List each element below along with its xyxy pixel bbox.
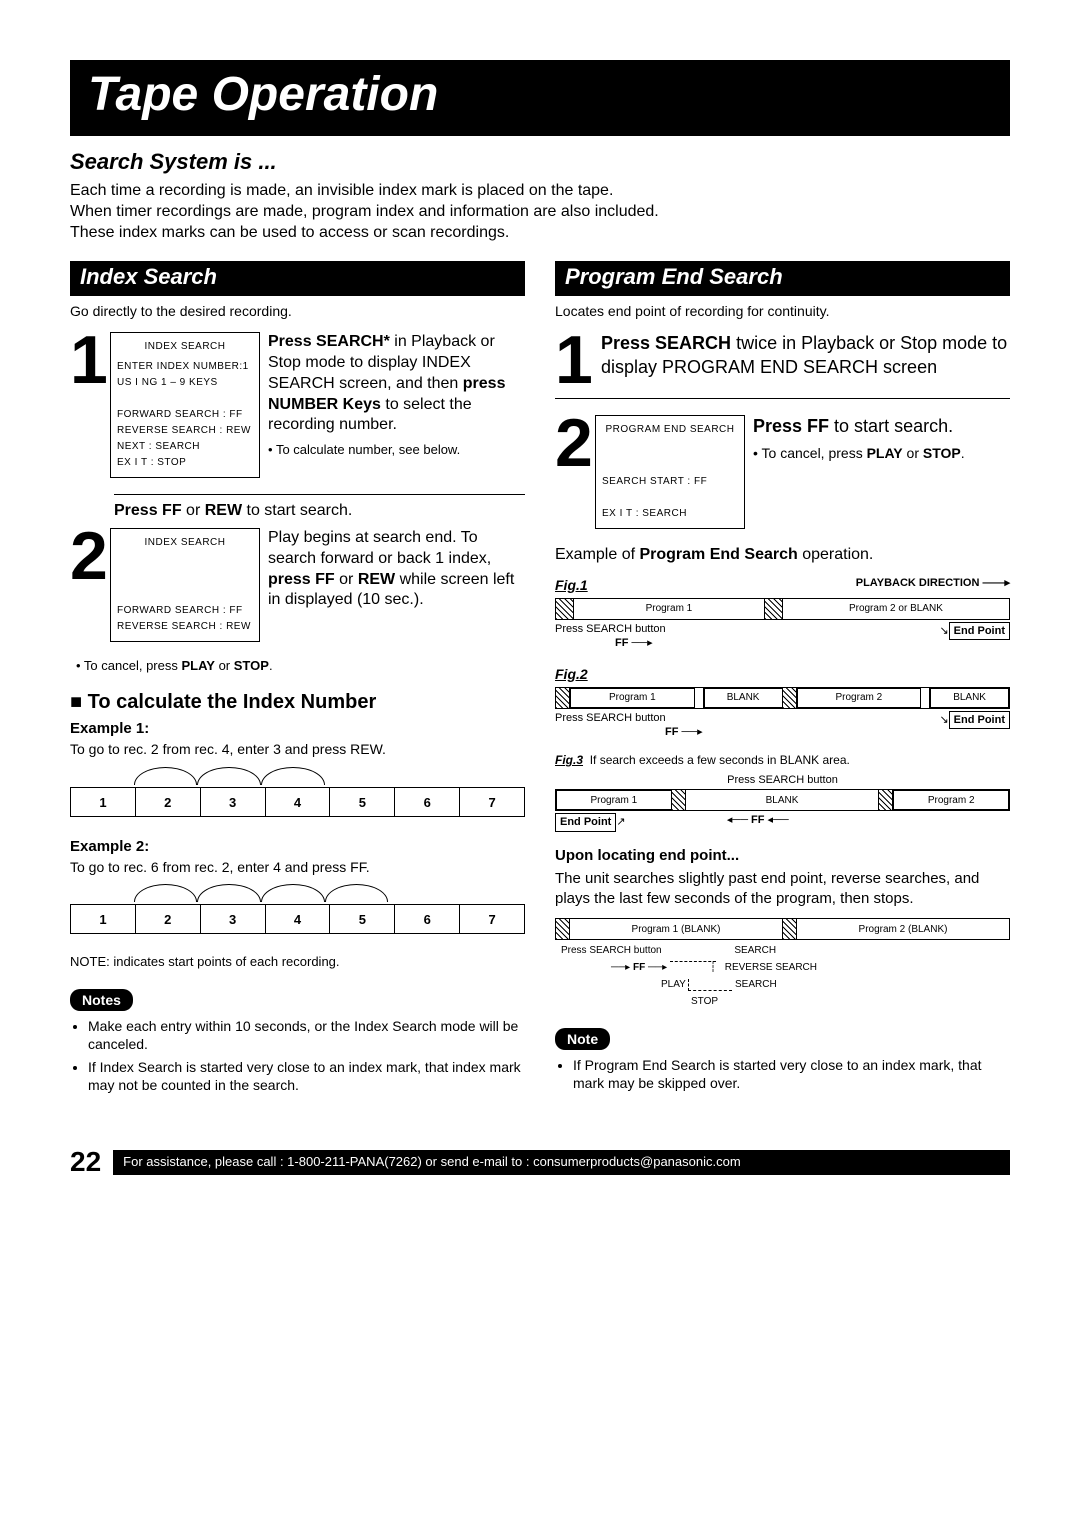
footer-bar: For assistance, please call : 1-800-211-… — [113, 1150, 1010, 1175]
search-diagram: Program 1 (BLANK) Program 2 (BLANK) Pres… — [555, 918, 1010, 1010]
prog-step-1: 1 Press SEARCH twice in Playback or Stop… — [555, 332, 1010, 399]
notes-pill-left: Notes — [70, 989, 133, 1011]
prog-end-sub: Locates end point of recording for conti… — [555, 302, 1010, 320]
main-columns: Index Search Go directly to the desired … — [70, 261, 1010, 1114]
prog-step-2: 2 PROGRAM END SEARCH SEARCH START : FF E… — [555, 415, 1010, 529]
notes-pill-right: Note — [555, 1028, 610, 1050]
list-item: If Program End Search is started very cl… — [573, 1056, 1010, 1092]
page-number: 22 — [70, 1144, 101, 1180]
intro-text: Each time a recording is made, an invisi… — [70, 181, 1010, 243]
index-step2-text: Play begins at search end. To search for… — [268, 528, 525, 611]
example1-arcs — [70, 765, 525, 787]
example2-tape: 1 2 3 4 5 6 7 — [70, 904, 525, 934]
index-step1-text: Press SEARCH* in Playback or Stop mode t… — [268, 332, 525, 459]
step-number-2: 2 — [70, 528, 108, 586]
notes-list-left: Make each entry within 10 seconds, or th… — [88, 1017, 525, 1094]
example1-tape: 1 2 3 4 5 6 7 — [70, 787, 525, 817]
prog-step2-text: Press FF to start search. • To cancel, p… — [753, 415, 1010, 463]
search-system-head: Search System is ... — [70, 148, 1010, 177]
example1-text: To go to rec. 2 from rec. 4, enter 3 and… — [70, 740, 525, 758]
fig3: Fig.3 If search exceeds a few seconds in… — [555, 753, 1010, 831]
prog-example-line: Example of Program End Search operation. — [555, 545, 1010, 566]
osd-index-search-2: INDEX SEARCH FORWARD SEARCH : FF REVERSE… — [110, 528, 260, 642]
example1-label: Example 1: — [70, 719, 525, 739]
upon-locating-head: Upon locating end point... — [555, 846, 1010, 866]
example2-arcs — [70, 882, 525, 904]
notes-list-right: If Program End Search is started very cl… — [573, 1056, 1010, 1092]
page-footer: 22 For assistance, please call : 1-800-2… — [70, 1144, 1010, 1180]
index-step-1: 1 INDEX SEARCH ENTER INDEX NUMBER:1 US I… — [70, 332, 525, 478]
index-cancel-note: • To cancel, press PLAY or STOP. — [76, 658, 525, 675]
osd-index-search-1: INDEX SEARCH ENTER INDEX NUMBER:1 US I N… — [110, 332, 260, 478]
index-search-heading: Index Search — [70, 261, 525, 296]
list-item: Make each entry within 10 seconds, or th… — [88, 1017, 525, 1053]
fig1: Fig.1 PLAYBACK DIRECTION ——▸ Program 1 P… — [555, 576, 1010, 651]
calc-index-head: ■ To calculate the Index Number — [70, 689, 525, 715]
page-title-bar: Tape Operation — [70, 60, 1010, 136]
step-number-2b: 2 — [555, 415, 593, 473]
upon-locating-text: The unit searches slightly past end poin… — [555, 869, 1010, 908]
osd-prog-end: PROGRAM END SEARCH SEARCH START : FF EX … — [595, 415, 745, 529]
col-program-end: Program End Search Locates end point of … — [555, 261, 1010, 1114]
prog-step1-text: Press SEARCH twice in Playback or Stop m… — [601, 332, 1010, 379]
index-step-2: 2 INDEX SEARCH FORWARD SEARCH : FF REVER… — [70, 528, 525, 642]
prog-end-heading: Program End Search — [555, 261, 1010, 296]
step-number-1: 1 — [70, 332, 108, 390]
index-step1-sep: Press FF or REW to start search. — [114, 494, 525, 522]
example2-label: Example 2: — [70, 837, 525, 857]
col-index-search: Index Search Go directly to the desired … — [70, 261, 525, 1114]
page-title: Tape Operation — [88, 64, 992, 126]
example2-text: To go to rec. 6 from rec. 2, enter 4 and… — [70, 858, 525, 876]
index-search-sub: Go directly to the desired recording. — [70, 302, 525, 320]
note-start-points: NOTE: indicates start points of each rec… — [70, 954, 525, 971]
fig2: Fig.2 Program 1 BLANK Program 2 BLANK Pr… — [555, 665, 1010, 740]
list-item: If Index Search is started very close to… — [88, 1058, 525, 1094]
step-number-1b: 1 — [555, 332, 593, 390]
